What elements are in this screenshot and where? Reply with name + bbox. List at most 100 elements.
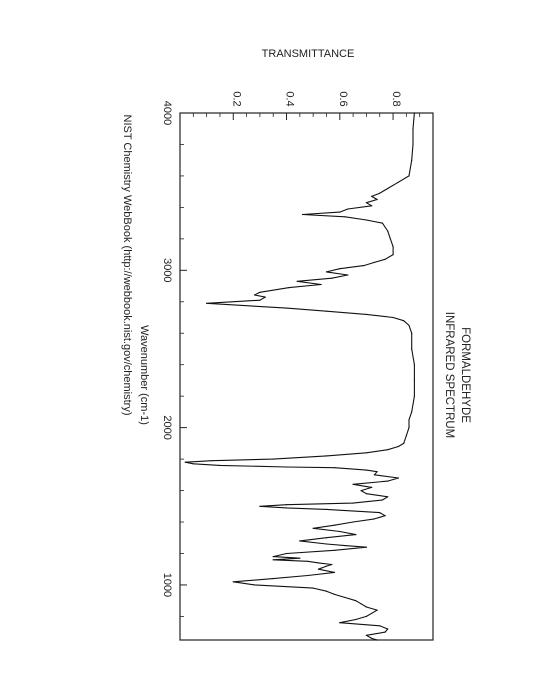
- data-point: [312, 527, 314, 529]
- data-point: [413, 395, 415, 397]
- data-point: [333, 593, 336, 596]
- data-point: [307, 560, 309, 562]
- data-point: [387, 628, 389, 630]
- data-point: [379, 625, 381, 627]
- data-point: [206, 302, 208, 304]
- data-point: [347, 208, 349, 210]
- x-axis-ticks: 4000 3000 2000 1000: [161, 101, 187, 617]
- data-point: [339, 211, 341, 213]
- data-point: [333, 549, 336, 551]
- data-point: [192, 463, 194, 465]
- x-tick-label: 3000: [161, 258, 173, 282]
- data-point: [352, 521, 354, 523]
- data-point: [339, 268, 341, 270]
- data-point: [365, 219, 367, 221]
- data-point: [411, 332, 413, 334]
- data-point: [371, 205, 373, 207]
- data-point: [355, 534, 357, 536]
- data-points: [184, 112, 415, 641]
- data-point: [325, 508, 328, 510]
- data-point: [413, 112, 415, 114]
- data-point: [397, 445, 399, 448]
- data-point: [360, 490, 362, 492]
- data-point: [325, 543, 328, 545]
- data-point: [211, 460, 213, 462]
- data-point: [376, 198, 378, 201]
- plot-frame: [179, 112, 434, 641]
- chart-subtitle: INFRARED SPECTRUM: [443, 312, 455, 439]
- data-point: [371, 195, 373, 197]
- data-point: [333, 467, 336, 469]
- data-point: [365, 634, 367, 636]
- data-point: [317, 562, 320, 564]
- data-point: [299, 540, 301, 542]
- data-point: [412, 128, 414, 130]
- chart-title: FORMALDEHYDE: [459, 327, 471, 423]
- data-point: [264, 296, 266, 298]
- data-point: [413, 379, 415, 381]
- data-point: [299, 557, 301, 559]
- data-point: [344, 545, 346, 547]
- data-point: [384, 258, 386, 260]
- data-point: [408, 324, 410, 326]
- data-point: [387, 449, 389, 451]
- data-point: [408, 175, 410, 177]
- data-point: [272, 559, 274, 561]
- data-point: [373, 261, 375, 263]
- data-point: [272, 458, 274, 460]
- y-axis-ticks: 0.2 0.4 0.6 0.8: [192, 91, 421, 120]
- source-credit: NIST Chemistry WebBook (http://webbook.n…: [121, 115, 133, 416]
- data-point: [387, 187, 389, 190]
- data-point: [411, 159, 413, 161]
- data-point: [259, 291, 261, 293]
- data-point: [413, 364, 415, 366]
- data-point: [272, 556, 274, 558]
- y-tick-label: 0.2: [230, 91, 242, 106]
- data-point: [355, 600, 357, 602]
- data-point: [412, 143, 414, 146]
- data-point: [254, 294, 256, 296]
- data-point: [352, 483, 354, 485]
- data-point: [325, 455, 328, 457]
- data-point: [389, 238, 391, 240]
- data-point: [363, 265, 365, 267]
- data-point: [387, 480, 389, 482]
- data-point: [365, 469, 367, 471]
- data-point: [325, 590, 328, 592]
- data-point: [355, 618, 357, 621]
- data-point: [360, 603, 362, 605]
- data-point: [397, 181, 399, 183]
- data-point: [285, 466, 288, 468]
- data-point: [365, 606, 367, 608]
- data-point: [381, 499, 383, 501]
- data-point: [296, 280, 298, 282]
- data-point: [411, 411, 413, 413]
- y-tick-label: 0.4: [284, 91, 296, 106]
- data-point: [392, 254, 394, 256]
- data-point: [285, 507, 288, 509]
- data-point: [397, 477, 399, 479]
- data-point: [371, 637, 373, 640]
- data-point: [219, 464, 221, 466]
- data-point: [373, 474, 375, 476]
- data-point: [331, 563, 333, 566]
- data-point: [325, 537, 328, 539]
- data-point: [387, 496, 389, 498]
- data-point: [347, 274, 349, 276]
- data-point: [403, 442, 405, 444]
- data-point: [365, 615, 367, 618]
- data-point: [403, 320, 405, 322]
- data-point: [392, 316, 394, 319]
- data-point: [344, 216, 346, 218]
- data-point: [344, 596, 346, 599]
- x-axis-label: Wavenumber (cm-1): [138, 325, 150, 425]
- data-point: [285, 504, 288, 506]
- data-point: [376, 609, 378, 611]
- plot-group: 4000 3000 2000 1000 0.2 0.4 0.6 0.8: [161, 91, 434, 641]
- data-point: [365, 452, 367, 454]
- data-point: [325, 565, 328, 567]
- data-point: [392, 246, 394, 248]
- data-point: [285, 307, 288, 309]
